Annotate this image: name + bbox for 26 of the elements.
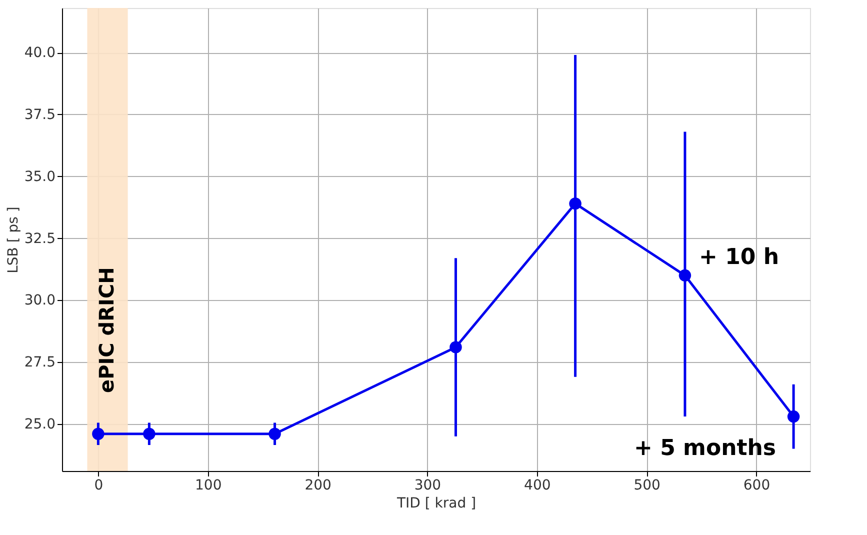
point [450, 341, 462, 354]
x-tick-label: 0 [94, 478, 104, 494]
x-tick-label: 100 [195, 478, 222, 494]
band-label: ePIC dRICH [94, 267, 119, 393]
y-tick-label: 32.5 [24, 230, 56, 247]
x-tick-label: 300 [414, 478, 442, 494]
y-axis-title: LSB [ ps ] [5, 206, 22, 274]
y-tick-label: 30.0 [24, 292, 56, 309]
y-tick-label: 27.5 [24, 354, 56, 371]
x-tick-label: 600 [743, 478, 770, 494]
y-tick-label: 25.0 [24, 416, 56, 432]
x-tick-label: 200 [304, 478, 332, 494]
x-tick-label: 500 [634, 478, 660, 494]
annotation: + 5 months [634, 436, 776, 461]
point [268, 428, 281, 440]
annotation: + 10 h [698, 245, 780, 270]
point [92, 428, 104, 440]
point [143, 428, 156, 440]
y-tick-label: 35.0 [24, 168, 56, 185]
y-tick-label: 40.0 [24, 45, 56, 62]
point [678, 269, 692, 282]
point [787, 410, 800, 423]
x-axis-title: TID [ krad ] [396, 496, 476, 512]
y-tick-label: 37.5 [24, 106, 56, 123]
x-tick-label: 400 [524, 478, 551, 494]
point [569, 197, 582, 210]
